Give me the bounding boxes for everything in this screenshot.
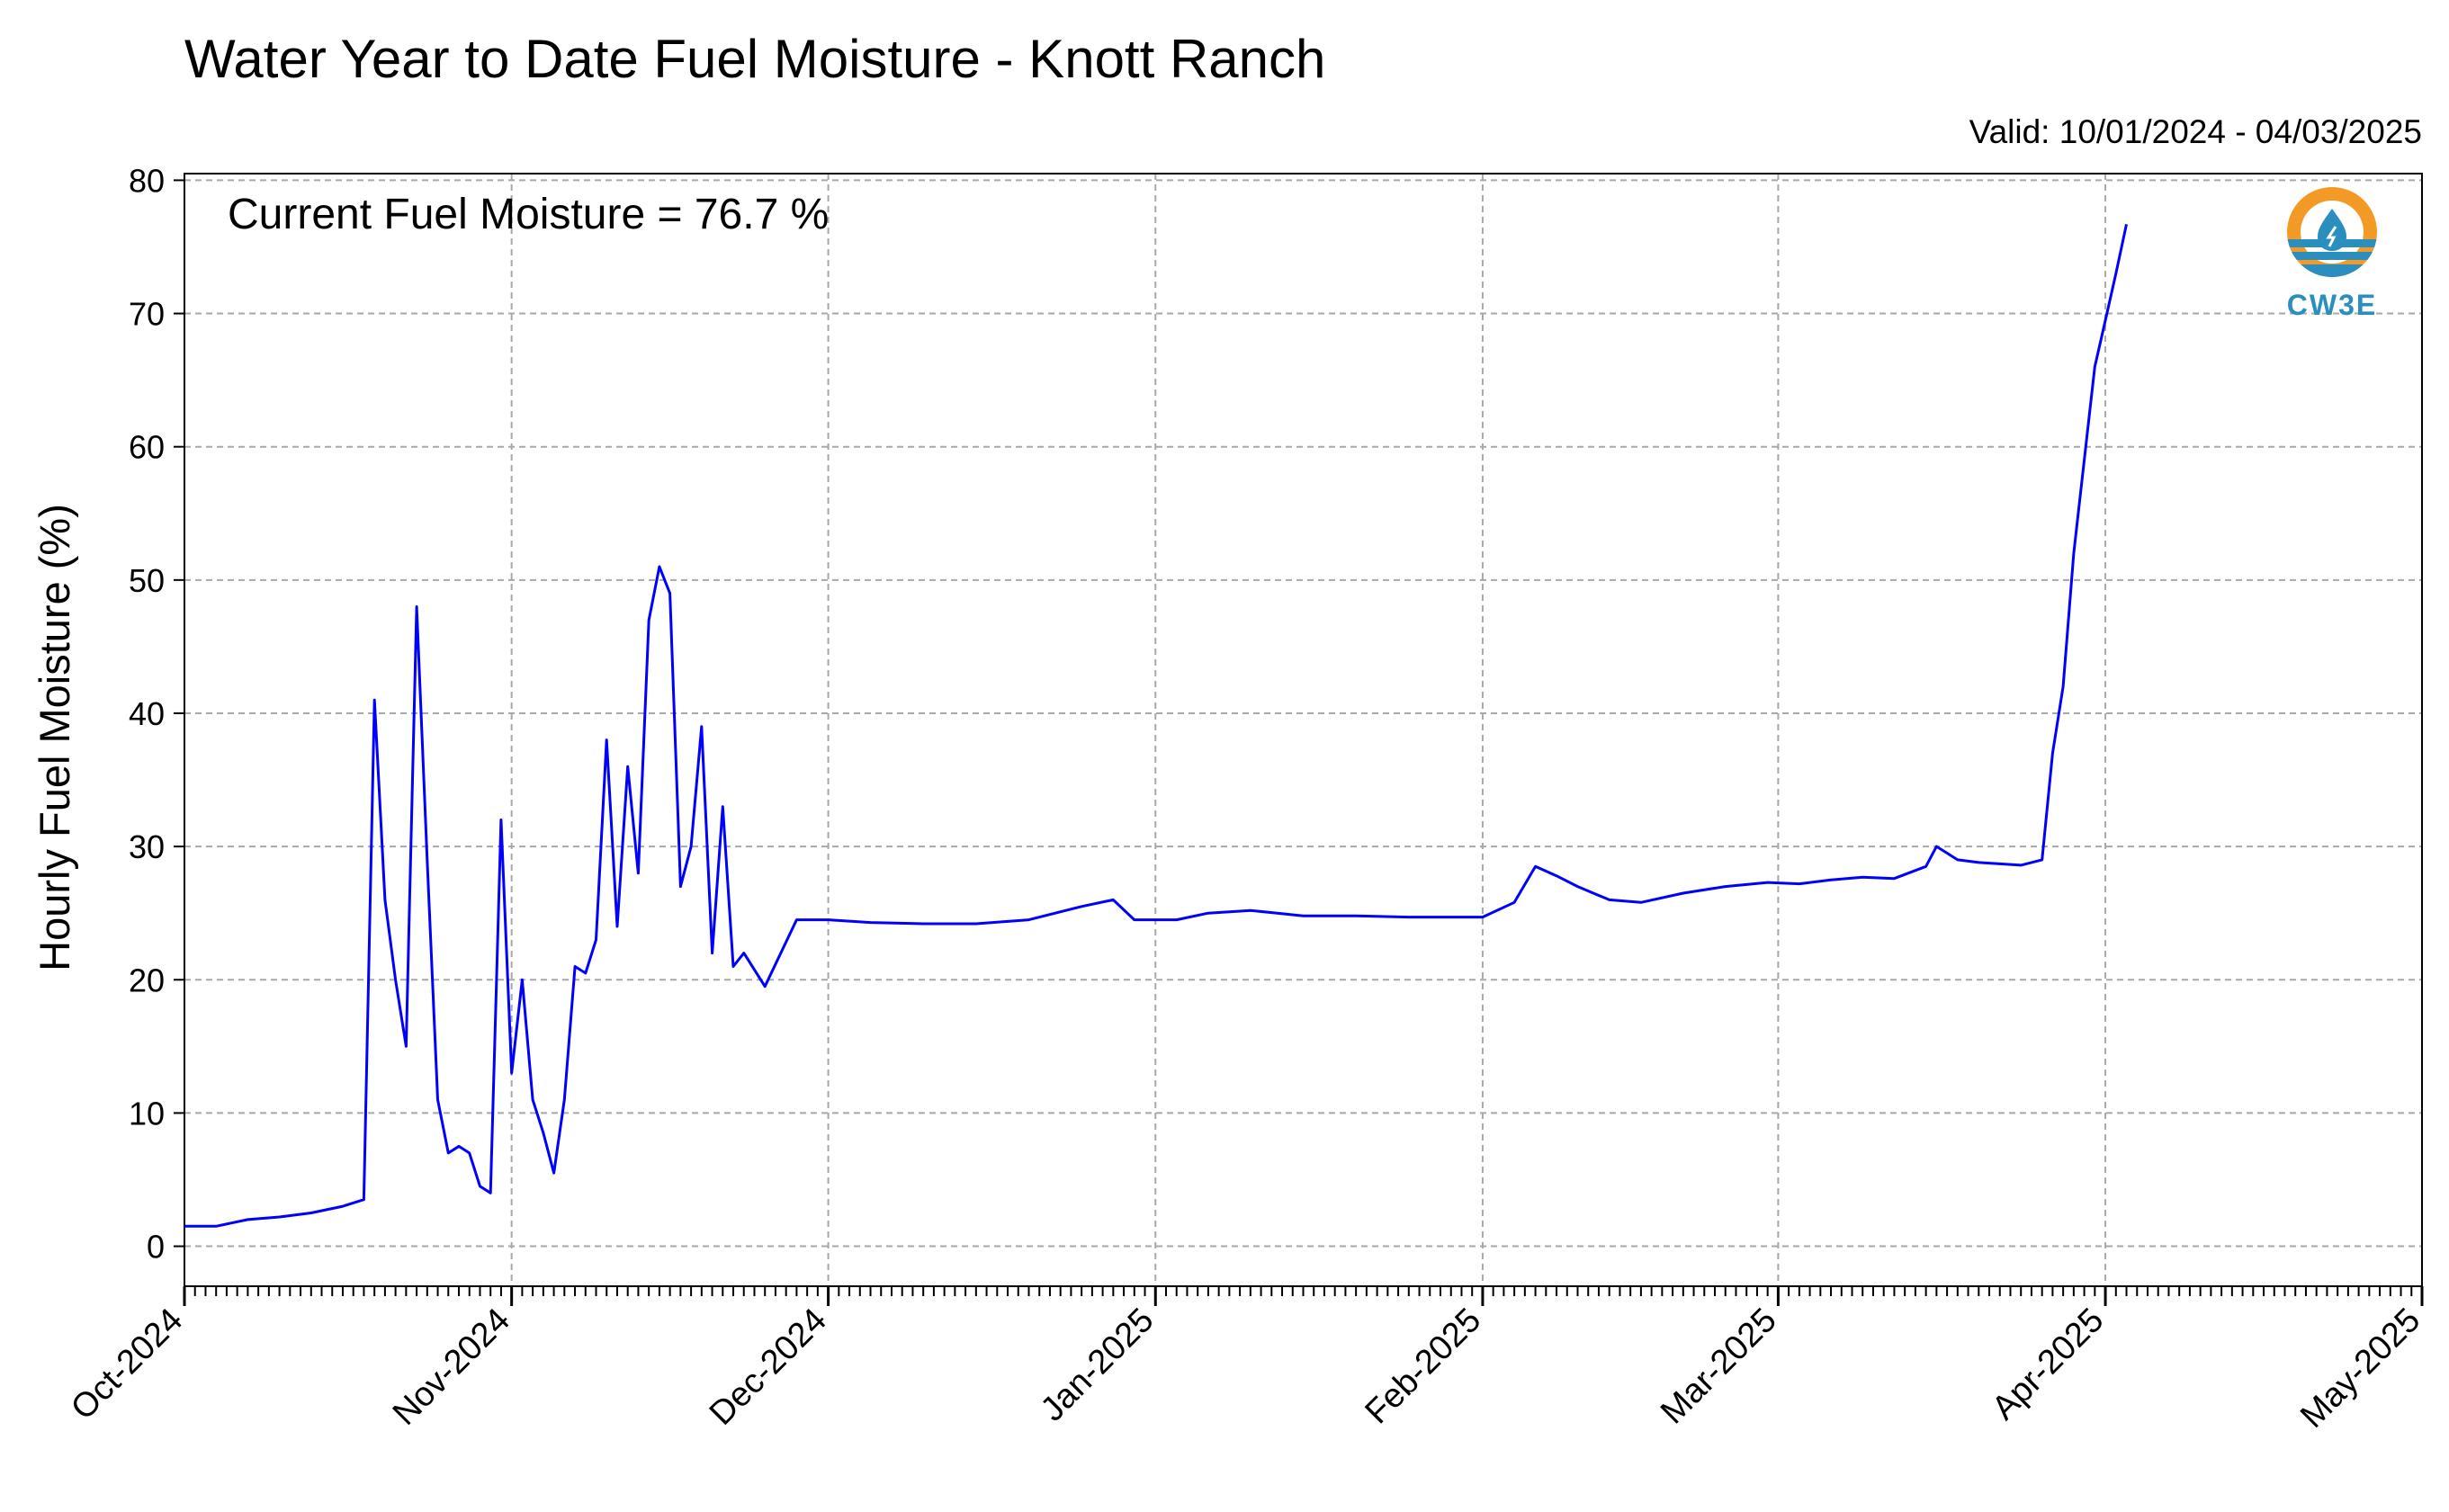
y-tick-label: 20 <box>129 962 165 998</box>
y-tick-label: 60 <box>129 429 165 466</box>
y-tick-label: 50 <box>129 562 165 599</box>
fuel-moisture-series-line <box>184 223 2128 1228</box>
axis-tick-labels: 0 10 20 30 40 50 60 70 80 Oct-2024 Nov-2024 Dec-202… <box>64 162 2427 1435</box>
current-moisture-annotation: Current Fuel Moisture = 76.7 % <box>228 191 829 238</box>
x-tick-label: Oct-2024 <box>64 1302 190 1427</box>
x-tick-label: Nov-2024 <box>386 1302 517 1433</box>
y-tick-label: 10 <box>129 1095 165 1132</box>
y-tick-label: 30 <box>129 828 165 865</box>
y-tick-label: 0 <box>147 1229 165 1266</box>
x-tick-label: Mar-2025 <box>1654 1302 1784 1432</box>
y-tick-label: 80 <box>129 162 165 199</box>
axis-ticks <box>174 179 2424 1306</box>
logo-wordmark: CW3E <box>2287 289 2377 321</box>
y-axis-label: Hourly Fuel Moisture (%) <box>31 504 78 971</box>
x-tick-label: Dec-2024 <box>703 1302 834 1433</box>
cw3e-logo: CW3E <box>2287 187 2377 321</box>
grid <box>184 174 2422 1286</box>
chart-subtitle: Valid: 10/01/2024 - 04/03/2025 <box>1969 113 2422 150</box>
chart-title: Water Year to Date Fuel Moisture - Knott… <box>184 29 1325 89</box>
y-tick-label: 40 <box>129 695 165 732</box>
x-tick-label: May-2025 <box>2293 1302 2427 1436</box>
x-tick-label: Feb-2025 <box>1359 1302 1489 1432</box>
x-tick-label: Apr-2025 <box>1985 1302 2111 1427</box>
x-tick-label: Jan-2025 <box>1034 1302 1162 1429</box>
y-tick-label: 70 <box>129 296 165 333</box>
plot-frame <box>184 173 2423 1287</box>
